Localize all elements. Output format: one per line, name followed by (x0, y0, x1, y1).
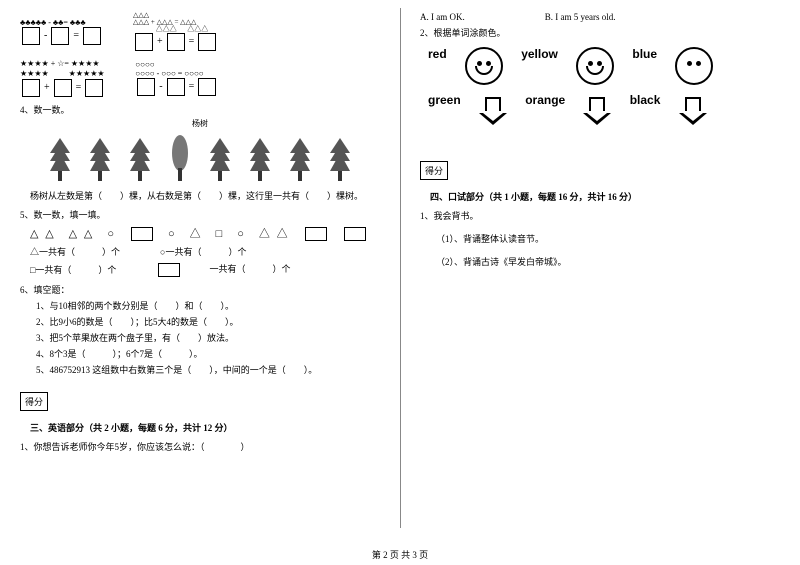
section-3-title: 三、英语部分（共 2 小题，每题 6 分，共计 12 分） (30, 421, 380, 434)
face-1 (465, 47, 503, 85)
answer-box (22, 79, 40, 97)
q6-2: 2、比9小6的数是（ ）；比5大4的数是（ ）。 (36, 315, 380, 328)
color-red: red (428, 47, 447, 63)
eq-block-1: ♣♣♣♣♣ - ♣♣= ♣♣♣ - = (20, 18, 103, 45)
q5-answers-1: △一共有（ ）个 ○一共有（ ）个 (30, 245, 380, 258)
rect-count: 一共有（ ）个 (156, 262, 290, 277)
eq-row-2: ★★★★ + ☆= ★★★★★★★★ ★★★★★ + = ○○○○○○○○ - ○… (20, 59, 380, 97)
answer-box (198, 33, 216, 51)
rect-shape (158, 263, 180, 277)
shape-strip: ★★★★ + ☆= ★★★★★★★★ ★★★★★ (20, 59, 105, 79)
plus-sign: + (157, 36, 163, 47)
eq-block-4: ○○○○○○○○ - ○○○ = ○○○○ - = (135, 60, 218, 96)
color-label: black (630, 93, 661, 107)
question-5: 5、数一数，填一填。 (20, 208, 380, 221)
arrow-1 (479, 93, 507, 127)
color-label: yellow (521, 47, 558, 61)
option-a: A. I am OK. (420, 12, 465, 22)
eq-row-1: ♣♣♣♣♣ - ♣♣= ♣♣♣ - = △△△△△△ + △△△ = △△△ △△… (20, 12, 380, 51)
eng-q1: 1、你想告诉老师你今年5岁，你应该怎么说：（ ） (20, 440, 380, 453)
color-label: red (428, 47, 447, 61)
rect-shape (131, 227, 153, 241)
question-6: 6、填空题： (20, 283, 380, 296)
score-block: 得分 (20, 388, 380, 415)
circ-count: ○一共有（ ）个 (160, 245, 246, 258)
right-column: A. I am OK. B. I am 5 years old. 2、根据单词涂… (400, 0, 800, 540)
arrow-2 (583, 93, 611, 127)
question-4: 4、数一数。 (20, 103, 380, 116)
q6-4: 4、8个3是（ ）；6个7是（ ）。 (36, 347, 380, 360)
equals-sign: = (76, 82, 82, 93)
oral-q1: 1、我会背书。 (420, 209, 780, 222)
trees-svg (40, 133, 360, 183)
q6-5: 5、486752913 这组数中右数第三个是（ ），中间的一个是（ ）。 (36, 363, 380, 376)
answer-box (54, 79, 72, 97)
shape-strip: ♣♣♣♣♣ - ♣♣= ♣♣♣ (20, 18, 103, 27)
answer-box (22, 27, 40, 45)
equals-sign: = (189, 36, 195, 47)
minus-sign: - (159, 81, 162, 92)
answer-box (83, 27, 101, 45)
arrow-3 (679, 93, 707, 127)
equals-sign: = (73, 30, 79, 41)
sq-count: □一共有（ ）个 (30, 263, 116, 276)
eq-block-3: ★★★★ + ☆= ★★★★★★★★ ★★★★★ + = (20, 59, 105, 97)
color-yellow: yellow (521, 47, 558, 63)
tri-count: △一共有（ ）个 (30, 245, 120, 258)
shape-strip: ○○○○○○○○ - ○○○ = ○○○○ (135, 60, 218, 78)
answer-box (85, 79, 103, 97)
q4-text: 杨树从左数是第（ ）棵，从右数是第（ ）棵，这行里一共有（ ）棵树。 (30, 189, 380, 202)
color-row-2: green orange black (420, 93, 780, 127)
answer-box (51, 27, 69, 45)
color-label: blue (632, 47, 657, 61)
score-block-2: 得分 (420, 157, 780, 184)
q6-1: 1、与10相邻的两个数分别是（ ）和（ ）。 (36, 299, 380, 312)
shapes-line: △ △ △ △ ○ ○ △ □ ○ △ △ (30, 225, 380, 241)
rect-shape (344, 227, 366, 241)
color-black: black (630, 93, 661, 109)
tree-row (20, 133, 380, 185)
color-blue: blue (632, 47, 657, 63)
answer-box (167, 78, 185, 96)
eq-block-2: △△△△△△ + △△△ = △△△ △△△ △△△ + = (133, 12, 218, 51)
rect-label: 一共有（ ）个 (182, 264, 290, 274)
answer-box (167, 33, 185, 51)
q5-answers-2: □一共有（ ）个 一共有（ ）个 (30, 262, 380, 277)
shape-strip: △△△△△△ + △△△ = △△△ △△△ △△△ (133, 12, 218, 33)
rect-shape (305, 227, 327, 241)
page-footer: 第 2 页 共 3 页 (0, 548, 800, 561)
q6-3: 3、把5个苹果放在两个盘子里，有（ ）放法。 (36, 331, 380, 344)
face-2 (576, 47, 614, 85)
score-label: 得分 (420, 161, 448, 180)
oral-1: （1）、背诵整体认读音节。 (436, 232, 780, 245)
color-label: orange (525, 93, 565, 107)
poplar-label: 杨树 (20, 118, 380, 129)
oral-2: （2）、背诵古诗《早发白帝城》。 (436, 255, 780, 268)
answer-box (137, 78, 155, 96)
option-b: B. I am 5 years old. (545, 12, 616, 22)
eng-q2: 2、根据单词涂颜色。 (420, 26, 780, 39)
left-column: ♣♣♣♣♣ - ♣♣= ♣♣♣ - = △△△△△△ + △△△ = △△△ △△… (0, 0, 400, 540)
color-row-1: red yellow blue (420, 47, 780, 85)
minus-sign: - (44, 30, 47, 41)
score-label: 得分 (20, 392, 48, 411)
eng-options: A. I am OK. B. I am 5 years old. (420, 12, 780, 22)
color-orange: orange (525, 93, 565, 109)
plus-sign: + (44, 82, 50, 93)
face-3 (675, 47, 713, 85)
answer-box (198, 78, 216, 96)
color-label: green (428, 93, 461, 107)
equals-sign: = (189, 81, 195, 92)
answer-box (135, 33, 153, 51)
section-4-title: 四、口试部分（共 1 小题，每题 16 分，共计 16 分） (430, 190, 780, 203)
color-green: green (428, 93, 461, 109)
